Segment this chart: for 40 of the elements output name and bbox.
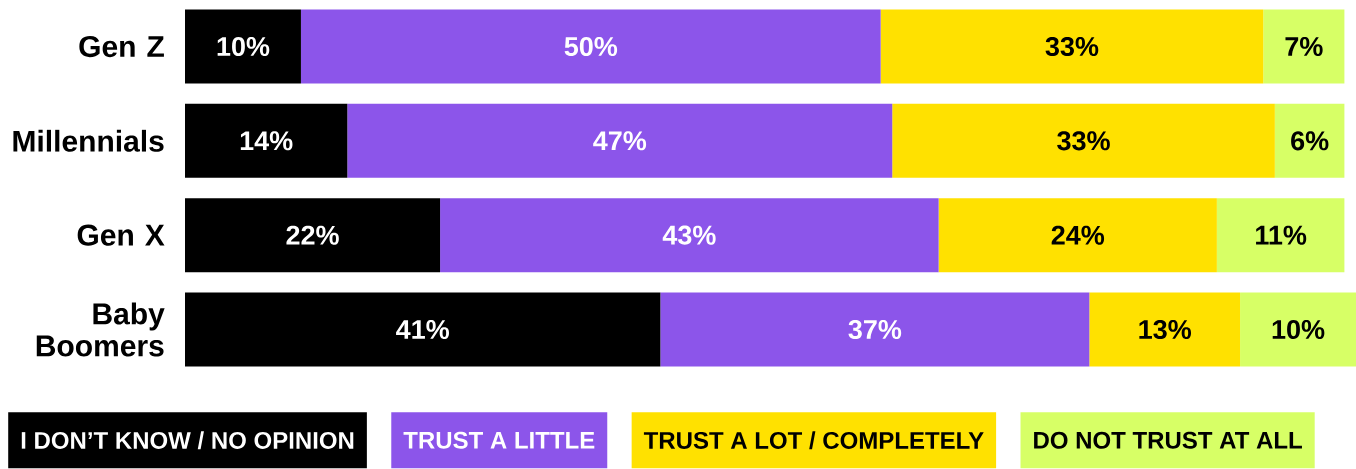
bar xyxy=(938,198,1217,273)
y-tick-label: Baby Boomers xyxy=(36,302,165,357)
text: TRUST A LOT / COMPLETELY xyxy=(643,431,984,450)
bar xyxy=(185,103,348,178)
y-tick-label: Gen X xyxy=(77,224,165,246)
text: DO NOT TRUST AT ALL xyxy=(1034,431,1302,449)
bar xyxy=(1089,292,1241,367)
data-label: 6% xyxy=(1291,131,1329,151)
y-tick-label: Gen Z xyxy=(79,35,164,58)
data-label: 50% xyxy=(564,36,618,57)
bar xyxy=(347,103,893,178)
y-tick-label: Millennials xyxy=(13,129,164,152)
data-label: 33% xyxy=(1057,131,1110,151)
bar xyxy=(1274,103,1345,178)
bar xyxy=(1263,9,1345,84)
data-label: 13% xyxy=(1139,319,1192,340)
bar xyxy=(185,198,441,273)
data-label: 22% xyxy=(286,225,339,245)
data-label: 47% xyxy=(593,131,647,151)
bar xyxy=(440,198,939,273)
bar xyxy=(300,9,881,84)
text: TRUST A LITTLE xyxy=(403,431,595,449)
data-label: 33% xyxy=(1045,36,1099,57)
text: I DON’T KNOW / NO OPINION xyxy=(21,431,354,450)
data-label: 14% xyxy=(240,131,293,151)
data-label: 43% xyxy=(662,225,716,245)
data-label: 7% xyxy=(1285,37,1323,56)
bar xyxy=(660,292,1090,367)
data-label: 10% xyxy=(1272,319,1325,340)
bar xyxy=(185,9,301,84)
bar xyxy=(1216,198,1345,273)
data-label: 24% xyxy=(1051,225,1105,245)
bar xyxy=(1240,292,1356,367)
bar xyxy=(892,103,1275,178)
data-label: 11% xyxy=(1256,225,1307,245)
bar xyxy=(880,9,1264,84)
bar xyxy=(185,292,661,367)
data-label: 37% xyxy=(848,319,902,340)
data-label: 10% xyxy=(217,36,270,57)
data-label: 41% xyxy=(396,319,449,339)
